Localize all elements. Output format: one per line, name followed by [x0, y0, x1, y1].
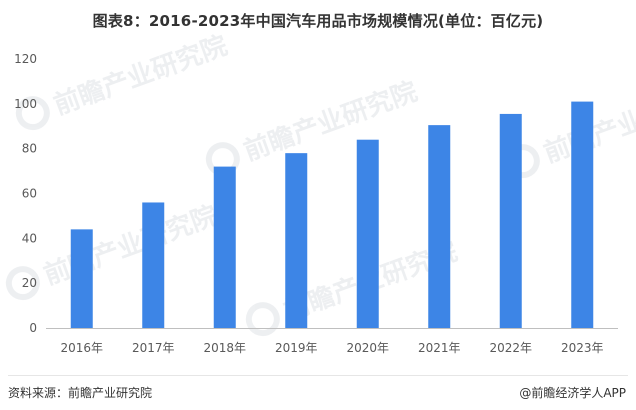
bar-2018年	[213, 166, 236, 328]
bar-2022年	[499, 113, 522, 328]
y-tick-label: 0	[29, 321, 37, 335]
y-tick-label: 40	[22, 231, 37, 245]
footer-divider	[8, 375, 628, 376]
bar-2019年	[285, 153, 308, 328]
chart-title: 图表8：2016-2023年中国汽车用品市场规模情况(单位：百亿元)	[92, 12, 544, 30]
x-tick-label: 2022年	[489, 341, 532, 355]
y-axis-ticks: 0 20 40 60 80 100 120	[14, 52, 37, 335]
y-tick-label: 120	[14, 52, 37, 66]
x-tick-label: 2018年	[203, 341, 246, 355]
y-tick-label: 80	[22, 142, 37, 156]
x-tick-label: 2021年	[418, 341, 461, 355]
y-tick-label: 60	[22, 187, 37, 201]
x-axis-ticks: 2016年 2017年 2018年 2019年 2020年 2021年 2022年 2023年	[60, 341, 603, 355]
x-tick-label: 2016年	[60, 341, 103, 355]
bar-2021年	[428, 125, 451, 328]
bar-2020年	[356, 139, 379, 328]
credit-note: @前瞻经济学人APP	[519, 386, 626, 400]
y-tick-label: 20	[22, 276, 37, 290]
x-tick-label: 2017年	[132, 341, 175, 355]
bar-series	[70, 101, 594, 328]
x-tick-label: 2019年	[275, 341, 318, 355]
x-tick-label: 2023年	[561, 341, 604, 355]
bar-2017年	[142, 202, 165, 328]
source-note: 资料来源：前瞻产业研究院	[8, 386, 153, 400]
y-tick-label: 100	[14, 97, 37, 111]
x-tick-label: 2020年	[346, 341, 389, 355]
bar-2016年	[70, 229, 93, 328]
bar-2023年	[571, 101, 594, 328]
